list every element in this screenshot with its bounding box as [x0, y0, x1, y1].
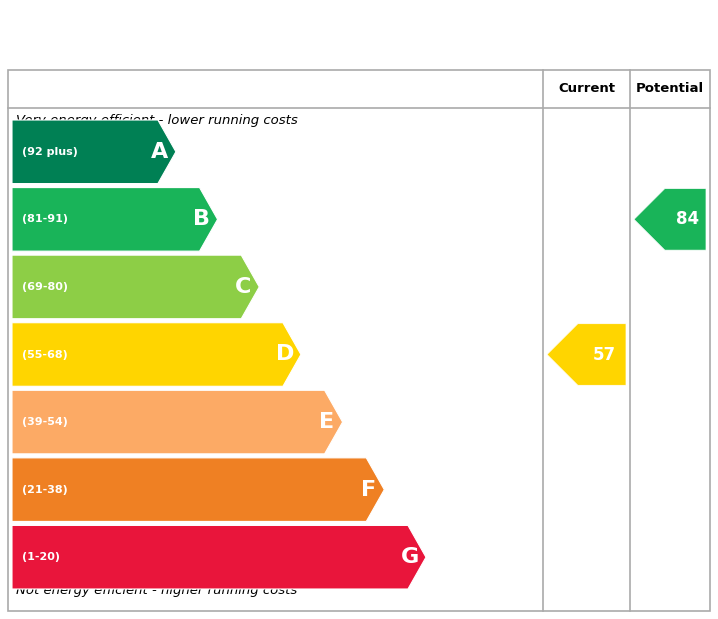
- Text: E: E: [319, 412, 334, 432]
- Text: B: B: [193, 209, 210, 230]
- Polygon shape: [12, 391, 342, 454]
- Text: (21-38): (21-38): [22, 485, 67, 495]
- Text: (55-68): (55-68): [22, 350, 67, 360]
- Text: D: D: [276, 345, 294, 365]
- Polygon shape: [634, 189, 706, 250]
- Text: F: F: [360, 480, 376, 500]
- Text: (39-54): (39-54): [22, 417, 68, 427]
- Text: Current: Current: [558, 82, 615, 95]
- Text: Not energy efficient - higher running costs: Not energy efficient - higher running co…: [16, 584, 297, 597]
- Text: A: A: [151, 142, 169, 162]
- Text: G: G: [401, 547, 419, 567]
- Polygon shape: [12, 458, 384, 521]
- Text: Energy Efficiency Rating: Energy Efficiency Rating: [18, 14, 478, 48]
- Text: Very energy efficient - lower running costs: Very energy efficient - lower running co…: [16, 114, 298, 127]
- Polygon shape: [12, 255, 259, 319]
- Polygon shape: [12, 322, 301, 386]
- Text: (69-80): (69-80): [22, 282, 68, 292]
- Polygon shape: [12, 526, 426, 589]
- Text: 84: 84: [676, 210, 699, 228]
- Text: C: C: [235, 277, 251, 297]
- Text: (92 plus): (92 plus): [22, 147, 78, 157]
- Text: Potential: Potential: [636, 82, 704, 95]
- Text: (1-20): (1-20): [22, 552, 60, 562]
- Text: (81-91): (81-91): [22, 214, 68, 224]
- Polygon shape: [12, 120, 176, 184]
- Polygon shape: [547, 324, 626, 385]
- Polygon shape: [12, 188, 218, 251]
- Text: 57: 57: [592, 345, 615, 363]
